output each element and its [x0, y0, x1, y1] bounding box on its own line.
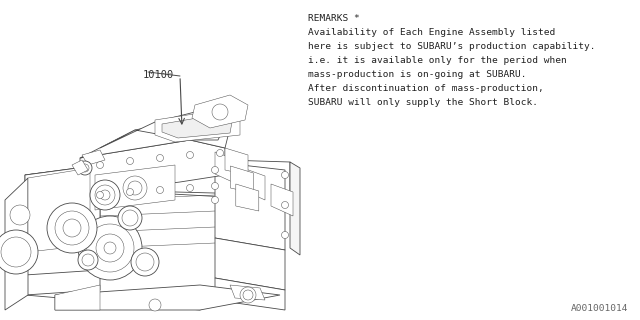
Polygon shape — [25, 158, 290, 195]
Text: here is subject to SUBARU’s production capability.: here is subject to SUBARU’s production c… — [308, 42, 595, 51]
Polygon shape — [95, 165, 175, 210]
Text: i.e. it is available only for the period when: i.e. it is available only for the period… — [308, 56, 567, 65]
Circle shape — [78, 161, 92, 175]
Text: SUBARU will only supply the Short Block.: SUBARU will only supply the Short Block. — [308, 98, 538, 107]
Circle shape — [243, 290, 253, 300]
Text: REMARKS *: REMARKS * — [308, 14, 360, 23]
Polygon shape — [271, 184, 293, 216]
Circle shape — [136, 253, 154, 271]
Circle shape — [10, 205, 30, 225]
Circle shape — [97, 162, 104, 169]
Circle shape — [123, 176, 147, 200]
Circle shape — [1, 237, 31, 267]
Text: A001001014: A001001014 — [570, 304, 628, 313]
Polygon shape — [80, 140, 225, 195]
Polygon shape — [55, 285, 100, 310]
Circle shape — [90, 180, 120, 210]
Polygon shape — [215, 238, 285, 290]
Circle shape — [282, 202, 289, 209]
Polygon shape — [243, 168, 265, 200]
Polygon shape — [162, 115, 232, 138]
Circle shape — [149, 299, 161, 311]
Circle shape — [240, 287, 256, 303]
Circle shape — [55, 211, 89, 245]
Circle shape — [95, 185, 115, 205]
Circle shape — [212, 104, 228, 120]
Polygon shape — [230, 285, 265, 300]
Polygon shape — [215, 162, 285, 250]
Circle shape — [118, 206, 142, 230]
Circle shape — [282, 172, 289, 179]
Polygon shape — [25, 165, 100, 275]
Polygon shape — [28, 168, 90, 252]
Circle shape — [131, 248, 159, 276]
Circle shape — [282, 231, 289, 238]
Polygon shape — [82, 150, 105, 165]
Polygon shape — [236, 184, 259, 211]
Text: After discontinuation of mass-production,: After discontinuation of mass-production… — [308, 84, 544, 93]
Circle shape — [86, 224, 134, 272]
Polygon shape — [155, 110, 240, 142]
Circle shape — [78, 216, 142, 280]
Polygon shape — [100, 112, 225, 148]
Circle shape — [97, 191, 104, 198]
Polygon shape — [55, 285, 280, 310]
Text: 10100: 10100 — [143, 70, 174, 80]
Polygon shape — [72, 160, 88, 175]
Circle shape — [81, 164, 89, 172]
Circle shape — [211, 182, 218, 189]
Polygon shape — [230, 166, 253, 193]
Polygon shape — [80, 118, 230, 158]
Polygon shape — [215, 278, 285, 310]
Circle shape — [100, 190, 110, 200]
Circle shape — [104, 242, 116, 254]
Circle shape — [63, 219, 81, 237]
Circle shape — [186, 185, 193, 191]
Circle shape — [157, 187, 163, 194]
Polygon shape — [25, 165, 100, 295]
Circle shape — [122, 210, 138, 226]
Polygon shape — [25, 190, 280, 310]
Circle shape — [211, 166, 218, 173]
Circle shape — [186, 151, 193, 158]
Circle shape — [82, 254, 94, 266]
Polygon shape — [225, 148, 248, 175]
Circle shape — [157, 155, 163, 162]
Circle shape — [216, 149, 223, 156]
Circle shape — [78, 250, 98, 270]
Text: Availability of Each Engine Assembly listed: Availability of Each Engine Assembly lis… — [308, 28, 556, 37]
Circle shape — [0, 230, 38, 274]
Polygon shape — [5, 178, 28, 310]
Circle shape — [128, 181, 142, 195]
Circle shape — [127, 157, 134, 164]
Text: mass-production is on-going at SUBARU.: mass-production is on-going at SUBARU. — [308, 70, 527, 79]
Circle shape — [96, 234, 124, 262]
Circle shape — [47, 203, 97, 253]
Polygon shape — [192, 95, 248, 128]
Polygon shape — [290, 162, 300, 255]
Circle shape — [127, 188, 134, 196]
Circle shape — [211, 196, 218, 204]
Polygon shape — [215, 152, 237, 184]
